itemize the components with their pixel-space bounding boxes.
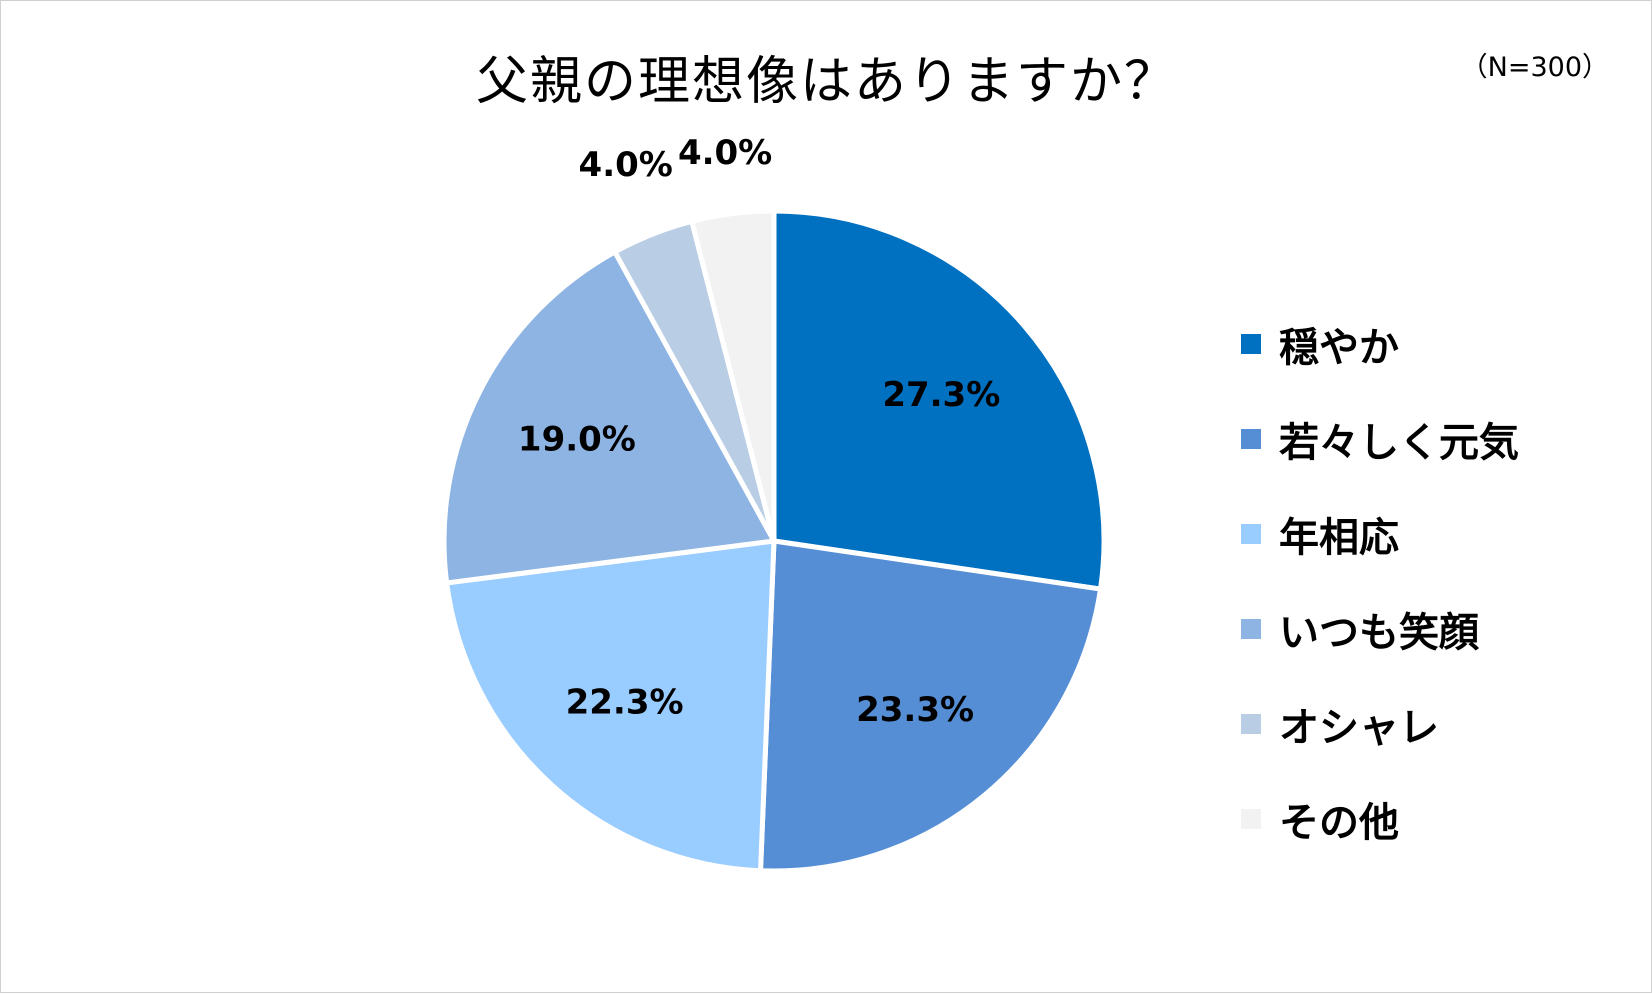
legend-label: その他 bbox=[1279, 799, 1399, 846]
legend-swatch bbox=[1241, 713, 1261, 734]
legend-label: 年相応 bbox=[1279, 514, 1399, 561]
legend-swatch bbox=[1241, 333, 1261, 354]
slice-value-label: 27.3% bbox=[882, 375, 1000, 415]
slice-value-label: 19.0% bbox=[518, 419, 636, 459]
legend-item: その他 bbox=[1241, 771, 1519, 866]
legend-swatch bbox=[1241, 428, 1261, 449]
legend-label: いつも笑顔 bbox=[1279, 609, 1479, 656]
pie-slice bbox=[771, 208, 1107, 592]
slice-value-label: 4.0% bbox=[678, 133, 772, 173]
slice-value-label: 4.0% bbox=[579, 145, 673, 185]
legend-item: オシャレ bbox=[1241, 676, 1519, 771]
pie-slice bbox=[441, 249, 777, 586]
pie-slice bbox=[444, 538, 777, 874]
pie-slice bbox=[758, 538, 1103, 874]
legend-swatch bbox=[1241, 618, 1261, 639]
legend-swatch bbox=[1241, 523, 1261, 544]
legend-label: 若々しく元気 bbox=[1279, 419, 1519, 466]
legend-item: 若々しく元気 bbox=[1241, 391, 1519, 486]
slice-value-label: 22.3% bbox=[566, 683, 684, 723]
legend-item: いつも笑顔 bbox=[1241, 581, 1519, 676]
sample-size-note: （N=300） bbox=[1460, 52, 1609, 83]
legend-item: 年相応 bbox=[1241, 486, 1519, 581]
legend: 穏やか 若々しく元気 年相応 いつも笑顔 オシャレ その他 bbox=[1241, 296, 1519, 866]
legend-label: 穏やか bbox=[1279, 324, 1399, 371]
legend-label: オシャレ bbox=[1279, 704, 1439, 751]
pie-slice bbox=[689, 208, 777, 544]
legend-item: 穏やか bbox=[1241, 296, 1519, 391]
legend-swatch bbox=[1241, 808, 1261, 829]
slice-value-label: 23.3% bbox=[856, 690, 974, 730]
chart-title: 父親の理想像はありますか？ bbox=[475, 52, 1178, 112]
